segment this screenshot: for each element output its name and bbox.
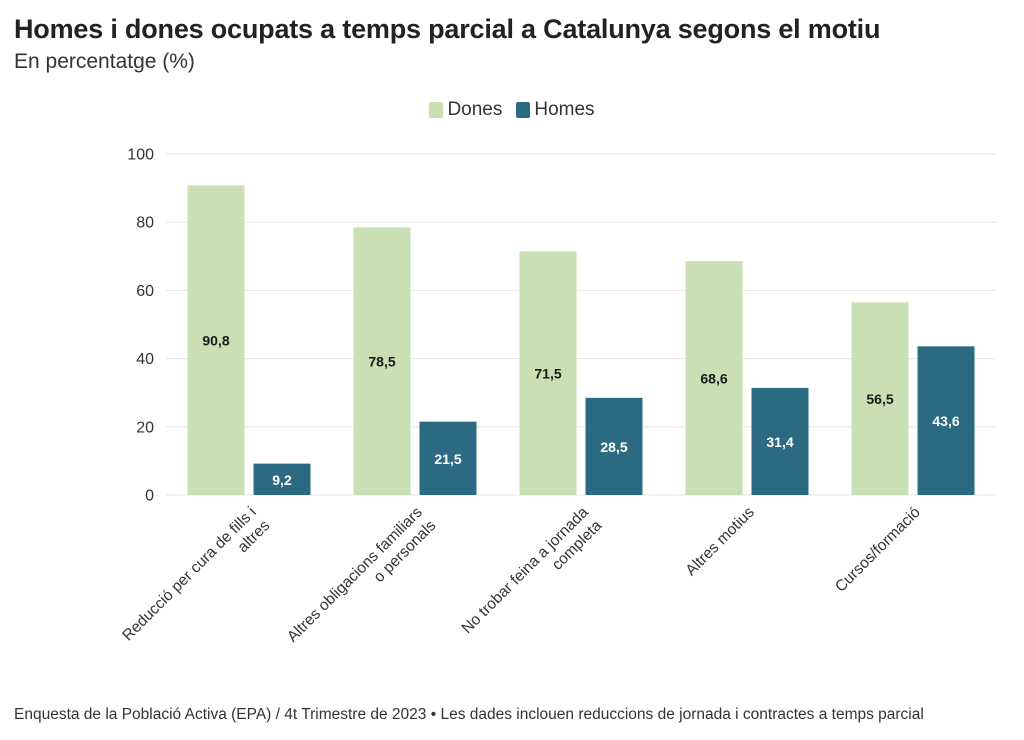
y-tick-label: 20 xyxy=(136,419,154,436)
y-tick-label: 40 xyxy=(136,351,154,368)
data-label-homes: 21,5 xyxy=(434,451,461,467)
data-label-dones: 68,6 xyxy=(700,371,727,387)
y-tick-label: 60 xyxy=(136,283,154,300)
x-tick-label-line: Altres obligacions familiars xyxy=(284,504,426,646)
legend-item-homes[interactable]: Homes xyxy=(516,99,595,121)
legend-swatch-homes xyxy=(516,102,531,118)
chart-subtitle: En percentatge (%) xyxy=(14,50,195,73)
y-tick-label: 0 xyxy=(145,488,154,505)
x-tick-label-line: Altres motius xyxy=(682,504,758,580)
legend: Dones Homes xyxy=(0,99,1024,121)
footer-note: Enquesta de la Població Activa (EPA) / 4… xyxy=(14,706,924,723)
y-tick-label: 80 xyxy=(136,215,154,232)
data-label-homes: 28,5 xyxy=(600,439,627,455)
data-label-dones: 71,5 xyxy=(534,366,561,382)
legend-item-dones[interactable]: Dones xyxy=(429,99,502,121)
x-tick-label: Altres obligacions familiarso personals xyxy=(284,504,439,659)
bar-homes xyxy=(585,397,643,495)
x-tick-label: Reducció per cura de fills ialtres xyxy=(119,504,273,658)
bar-dones xyxy=(851,302,909,495)
bar-chart: 0 20 40 60 80 100 90,8 9,2 Reducció per cura de … xyxy=(119,147,996,659)
bar-dones xyxy=(187,185,245,495)
data-label-dones: 78,5 xyxy=(368,354,395,370)
bar-dones xyxy=(353,227,411,495)
data-label-homes: 31,4 xyxy=(766,434,793,450)
y-tick-label: 100 xyxy=(127,147,154,164)
x-tick-label: Cursos/formació xyxy=(832,504,924,596)
data-label-homes: 43,6 xyxy=(932,413,959,429)
x-tick-label-line: No trobar feina a jornada xyxy=(459,504,593,638)
x-tick-label-line: Reducció per cura de fills i xyxy=(119,504,260,645)
data-label-dones: 90,8 xyxy=(202,333,229,349)
legend-label-homes: Homes xyxy=(534,99,595,120)
legend-label-dones: Dones xyxy=(447,99,503,120)
bar-homes xyxy=(419,421,477,495)
x-tick-label: No trobar feina a jornadacompleta xyxy=(459,504,606,651)
bar-dones xyxy=(685,261,743,495)
bar-homes xyxy=(917,346,975,495)
x-tick-label: Altres motius xyxy=(682,504,758,580)
data-label-homes: 9,2 xyxy=(272,472,292,488)
legend-swatch-dones xyxy=(429,102,444,118)
chart-title: Homes i dones ocupats a temps parcial a … xyxy=(14,14,881,44)
x-tick-label-line: Cursos/formació xyxy=(832,504,924,596)
bar-homes xyxy=(253,463,311,495)
data-label-dones: 56,5 xyxy=(866,391,893,407)
bar-homes xyxy=(751,387,809,495)
bar-dones xyxy=(519,251,577,495)
